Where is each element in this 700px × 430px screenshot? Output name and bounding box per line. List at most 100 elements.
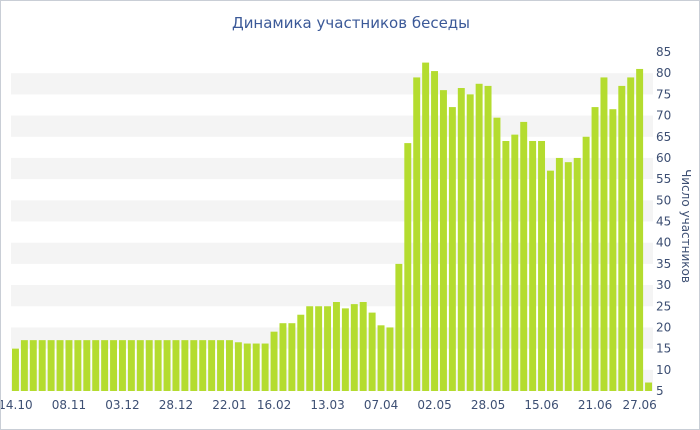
- x-tick-label: 14.10: [1, 398, 33, 412]
- bar: [422, 62, 430, 391]
- bar: [368, 312, 376, 391]
- bar: [92, 340, 100, 391]
- bar: [377, 325, 385, 391]
- x-tick-label: 21.06: [578, 398, 612, 412]
- bar: [261, 343, 269, 391]
- x-tick-label: 08.11: [52, 398, 86, 412]
- x-tick-label: 27.06: [622, 398, 656, 412]
- y-tick-label: 75: [656, 87, 671, 101]
- bar: [600, 77, 608, 392]
- bar: [538, 140, 546, 391]
- bar: [341, 308, 349, 391]
- y-tick-label: 80: [656, 66, 671, 80]
- y-tick-label: 70: [656, 109, 671, 123]
- bar: [627, 77, 635, 392]
- bar: [208, 340, 216, 391]
- x-tick-label: 16.02: [257, 398, 291, 412]
- bar: [404, 143, 412, 391]
- bar: [181, 340, 189, 391]
- x-tick-label: 28.12: [159, 398, 193, 412]
- bar: [297, 314, 305, 391]
- y-axis-ticks: 5 10 15 20 25 30 35 40 45 50 55 60 65 70 75 80 85: [656, 45, 671, 398]
- grid-bands: [11, 73, 653, 391]
- bar: [145, 340, 153, 391]
- bar: [448, 107, 456, 392]
- y-tick-label: 45: [656, 215, 671, 229]
- grid-band: [11, 115, 653, 137]
- chart-title: Динамика участников беседы: [232, 14, 470, 32]
- bar: [118, 340, 126, 391]
- bar: [101, 340, 109, 391]
- x-tick-label: 15.06: [524, 398, 558, 412]
- y-tick-label: 50: [656, 193, 671, 207]
- y-tick-label: 55: [656, 172, 671, 186]
- grid-band: [11, 242, 653, 264]
- bar: [270, 331, 278, 391]
- bar: [56, 340, 64, 391]
- y-tick-label: 15: [656, 342, 671, 356]
- bar: [154, 340, 162, 391]
- y-tick-label: 30: [656, 278, 671, 292]
- bar: [609, 109, 617, 392]
- bar: [520, 121, 528, 391]
- y-tick-label: 5: [656, 384, 664, 398]
- bar: [127, 340, 135, 391]
- bar: [413, 77, 421, 392]
- y-tick-label: 40: [656, 236, 671, 250]
- bar: [618, 85, 626, 392]
- x-tick-label: 07.04: [364, 398, 398, 412]
- y-tick-label: 10: [656, 363, 671, 377]
- bar: [475, 83, 483, 391]
- bar: [83, 340, 91, 391]
- y-tick-label: 20: [656, 320, 671, 334]
- bar: [511, 134, 519, 391]
- bar: [199, 340, 207, 391]
- bar: [493, 117, 501, 392]
- bar: [217, 340, 225, 391]
- bar: [47, 340, 55, 391]
- bar: [252, 343, 260, 391]
- bar: [350, 304, 358, 391]
- bar: [564, 162, 572, 391]
- bar: [288, 323, 296, 391]
- bar: [20, 340, 28, 391]
- bar: [279, 323, 287, 391]
- bar: [386, 327, 394, 391]
- y-axis-label: Число участников: [679, 169, 693, 283]
- bar: [74, 340, 82, 391]
- bar: [502, 140, 510, 391]
- bar: [359, 302, 367, 391]
- bar: [332, 302, 340, 391]
- y-tick-label: 25: [656, 299, 671, 313]
- grid-band: [11, 369, 653, 391]
- grid-band: [11, 200, 653, 222]
- bar-series: [11, 62, 653, 392]
- y-tick-label: 35: [656, 257, 671, 271]
- x-tick-label: 03.12: [105, 398, 139, 412]
- grid-band: [11, 73, 653, 95]
- bar: [457, 88, 465, 392]
- bar: [306, 306, 314, 391]
- bar: [136, 340, 144, 391]
- bar: [573, 157, 581, 391]
- bar: [395, 263, 403, 391]
- bar: [636, 68, 644, 391]
- y-tick-label: 85: [656, 45, 671, 59]
- bar: [466, 94, 474, 391]
- y-tick-label: 60: [656, 151, 671, 165]
- grid-band: [11, 157, 653, 180]
- bar: [324, 306, 332, 391]
- bar: [163, 340, 171, 391]
- bar: [225, 340, 233, 391]
- bar: [65, 340, 73, 391]
- bar: [110, 340, 118, 391]
- bar: [38, 340, 46, 391]
- bar: [190, 340, 198, 391]
- x-tick-label: 02.05: [417, 398, 451, 412]
- bar: [439, 90, 447, 391]
- x-axis-ticks: 14.10 08.11 03.12 28.12 22.01 16.02 13.03 07.04…: [1, 398, 657, 412]
- y-tick-label: 65: [656, 130, 671, 144]
- bar: [582, 136, 590, 391]
